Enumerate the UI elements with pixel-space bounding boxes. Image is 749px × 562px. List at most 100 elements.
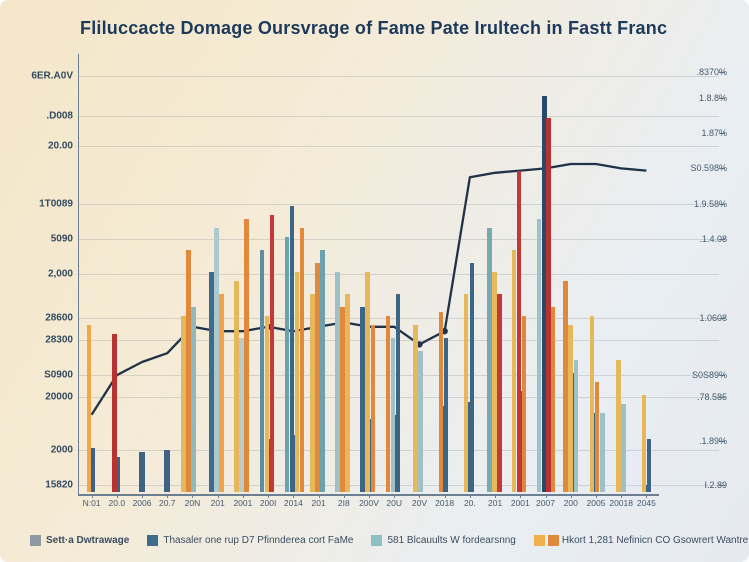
data-bar — [512, 250, 517, 492]
legend-item: Sett·a Dwtrawage — [30, 535, 129, 546]
chart-legend: Sett·a Dwtrawage Thasaler one rup D7 Pfin… — [30, 528, 737, 552]
x-tick-label: 200V — [359, 498, 379, 508]
x-tick-label: 201 — [211, 498, 225, 508]
y-left-tick-label: 15820 — [45, 480, 73, 491]
data-bar — [285, 237, 290, 492]
gridline — [79, 274, 719, 275]
data-bar — [517, 171, 522, 492]
legend-item: Thasaler one rup D7 Pfinnderea cort FaMe — [147, 535, 353, 546]
data-bar — [444, 338, 449, 492]
y-left-tick-label: 2000 — [51, 445, 73, 456]
data-bar — [290, 206, 295, 492]
legend-label: Hkort 1,281 Nefinicn CO Gsowrert Wantre — [562, 535, 748, 546]
y-left-tick-label: 20.00 — [48, 141, 73, 152]
data-bar — [371, 325, 376, 492]
data-bar — [181, 316, 186, 492]
y-left-tick-label: .D008 — [46, 110, 73, 121]
x-tick-label: N:01 — [83, 498, 101, 508]
bg-bar — [139, 452, 145, 492]
legend-item: 581 Blcauults W fordearsnng — [371, 535, 515, 546]
y-right-tick-label: 1.9.58% — [694, 199, 727, 209]
y-left-tick-label: 28600 — [45, 313, 73, 324]
data-bar — [551, 307, 556, 492]
gridline — [79, 116, 719, 117]
x-tick-label: 2006 — [133, 498, 152, 508]
gridline — [79, 204, 719, 205]
data-bar — [600, 413, 605, 492]
y-right-tick-label: 1.8.8% — [699, 93, 727, 103]
y-left-tick-label: 5090 — [51, 233, 73, 244]
x-tick-label: 20N — [185, 498, 201, 508]
y-right-tick-label: .78.585 — [697, 392, 727, 402]
legend-label: Sett·a Dwtrawage — [46, 535, 129, 546]
x-tick-label: 20V — [412, 498, 427, 508]
y-right-tick-label: S0.598% — [690, 163, 727, 173]
y-left-tick-label: 6ER.A0V — [31, 71, 73, 82]
data-bar — [492, 272, 497, 492]
data-bar — [418, 351, 423, 492]
x-tick-label: 2007 — [536, 498, 555, 508]
x-tick-label: 20018 — [609, 498, 633, 508]
data-bar — [345, 294, 350, 492]
data-bar — [320, 250, 325, 492]
data-bar — [295, 272, 300, 492]
data-bar — [386, 316, 391, 492]
y-right-tick-label: 1.87% — [701, 128, 727, 138]
y-right-tick-label: .1.4.08 — [699, 234, 727, 244]
data-bar — [574, 360, 579, 492]
data-bar — [219, 294, 224, 492]
data-bar — [391, 338, 396, 492]
x-tick-label: 200I — [260, 498, 277, 508]
data-bar — [563, 281, 568, 492]
data-bar — [335, 272, 340, 492]
data-bar — [522, 316, 527, 492]
y-right-tick-label: S0S89% — [692, 370, 727, 380]
x-tick-label: 2018 — [435, 498, 454, 508]
data-bar — [340, 307, 345, 492]
gridline — [79, 146, 719, 147]
x-tick-label: 20.7 — [159, 498, 176, 508]
data-bar — [365, 272, 370, 492]
data-bar — [265, 316, 270, 492]
data-bar — [595, 382, 600, 492]
chart-container: Fliluccacte Domage Oursvrage of Fame Pat… — [0, 0, 749, 562]
y-right-tick-label: I.2.89 — [704, 480, 727, 490]
x-tick-label: 200 — [564, 498, 578, 508]
data-bar — [396, 294, 401, 492]
data-bar — [497, 294, 502, 492]
data-bar — [300, 228, 305, 492]
x-tick-label: 2045 — [637, 498, 656, 508]
chart-title: Fliluccacte Domage Oursvrage of Fame Pat… — [80, 18, 667, 39]
y-left-tick-label: 20000 — [45, 392, 73, 403]
data-bar — [260, 250, 265, 492]
y-right-tick-label: .1.89% — [699, 436, 727, 446]
y-left-tick-label: 28300 — [45, 335, 73, 346]
y-left-tick-label: 1T0089 — [39, 198, 73, 209]
y-right-tick-label: .8370% — [696, 67, 727, 77]
y-left-tick-label: S0900 — [44, 370, 73, 381]
x-tick-label: 2005 — [586, 498, 605, 508]
data-bar — [464, 294, 469, 492]
data-bar — [214, 228, 219, 492]
legend-swatch — [147, 535, 158, 546]
data-bar — [186, 250, 191, 492]
legend-label: Thasaler one rup D7 Pfinnderea cort FaMe — [163, 535, 353, 546]
gridline — [79, 239, 719, 240]
gridline — [79, 76, 719, 77]
x-tick-label: 20. — [464, 498, 476, 508]
legend-swatch — [548, 535, 559, 546]
data-bar — [647, 439, 652, 492]
legend-swatch — [371, 535, 382, 546]
legend-label: 581 Blcauults W fordearsnng — [387, 535, 515, 546]
data-bar — [413, 325, 418, 492]
legend-item: Hkort 1,281 Nefinicn CO Gsowrert Wantre — [534, 535, 748, 546]
data-bar — [439, 312, 444, 492]
x-tick-label: 2001 — [511, 498, 530, 508]
data-bar — [537, 219, 542, 492]
data-bar — [191, 307, 196, 492]
data-bar — [621, 404, 626, 492]
data-bar — [239, 338, 244, 492]
data-bar — [270, 215, 275, 492]
x-tick-label: 2001 — [233, 498, 252, 508]
x-tick-label: 2I8 — [338, 498, 350, 508]
